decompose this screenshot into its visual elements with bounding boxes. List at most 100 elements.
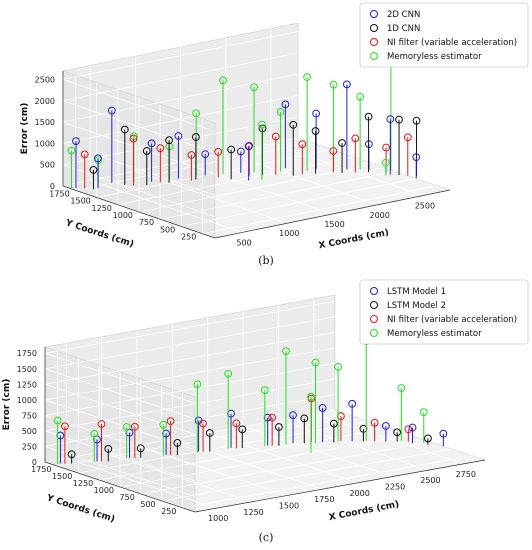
z-axis-label: Error (cm) <box>2 379 12 431</box>
legend-marker <box>370 287 378 295</box>
data-point <box>382 143 390 152</box>
data-point <box>276 108 285 116</box>
z-tick-label: 2500 <box>35 76 55 85</box>
data-point <box>159 420 168 429</box>
data-point <box>404 425 413 434</box>
data-point <box>260 386 269 395</box>
data-point <box>364 112 373 121</box>
legend-marker <box>370 24 378 32</box>
data-point <box>258 120 266 129</box>
data-point <box>67 450 76 459</box>
z-tick-label: 750 <box>22 411 37 420</box>
legend-entry: 1D CNN <box>387 24 420 34</box>
data-point <box>174 132 183 140</box>
data-point <box>205 429 214 437</box>
data-point <box>403 133 412 142</box>
data-point <box>258 124 267 133</box>
chart-panel-b: 5001000150020002500250500750100012501500… <box>20 2 529 267</box>
data-point <box>136 444 145 453</box>
data-point <box>192 133 200 141</box>
data-point <box>238 425 247 434</box>
data-point <box>244 142 253 151</box>
legend-marker <box>370 52 378 60</box>
data-point <box>298 140 307 149</box>
data-point <box>386 115 395 124</box>
chart-panel-c: 1000125015001750200022502500275025050075… <box>2 279 529 544</box>
data-point <box>351 134 360 143</box>
x-tick-label: 2500 <box>420 476 440 485</box>
data-point <box>214 147 223 156</box>
figure-caption: (b) <box>258 254 274 267</box>
legend-entry: NI filter (variable acceleration) <box>387 38 517 48</box>
data-point <box>107 106 116 115</box>
data-point <box>53 416 62 425</box>
legend-entry: 2D CNN <box>387 10 420 20</box>
data-point <box>282 347 290 356</box>
data-point <box>236 147 245 156</box>
data-point <box>307 392 315 401</box>
data-point <box>56 431 65 440</box>
data-point <box>173 439 182 447</box>
y-tick-label: 500 <box>160 225 175 234</box>
x-tick-label: 2250 <box>385 482 405 491</box>
data-point <box>412 116 421 125</box>
data-point <box>395 115 403 124</box>
x-axis-label: X Coords (cm) <box>318 228 390 251</box>
y-tick-label: 1000 <box>94 486 114 495</box>
data-point <box>232 419 241 428</box>
y-tick-label: 750 <box>120 493 135 502</box>
y-tick-label: 1500 <box>52 472 72 481</box>
data-point <box>370 418 379 427</box>
x-tick-label: 1750 <box>314 495 334 504</box>
data-point <box>281 100 290 109</box>
y-axis-label: Y Coords (cm) <box>44 493 116 525</box>
data-point <box>227 409 235 418</box>
legend-marker <box>370 315 378 323</box>
data-point <box>97 420 106 428</box>
z-tick-label: 1500 <box>17 365 37 374</box>
y-axis-label: Y Coords (cm) <box>63 218 135 250</box>
data-point <box>359 424 368 433</box>
data-point <box>342 80 351 89</box>
data-point <box>129 134 138 143</box>
y-axis-line <box>44 461 196 513</box>
data-point <box>348 399 357 408</box>
data-point <box>89 165 98 174</box>
data-point <box>122 423 131 431</box>
data-point <box>337 412 345 421</box>
data-point <box>142 147 151 155</box>
data-point <box>130 422 139 431</box>
y-tick-label: 1500 <box>70 197 90 206</box>
data-point <box>300 414 309 423</box>
data-point <box>165 136 173 145</box>
legend-marker <box>370 38 378 46</box>
x-axis-line <box>194 459 486 513</box>
z-tick-label: 2000 <box>35 97 55 106</box>
data-point <box>329 147 338 155</box>
data-point <box>219 76 227 85</box>
data-point <box>408 423 417 432</box>
data-point <box>381 158 390 167</box>
data-point <box>67 146 76 155</box>
data-point <box>275 423 283 431</box>
z-tick-label: 1000 <box>17 396 37 405</box>
data-point <box>393 428 402 437</box>
data-point <box>120 125 129 134</box>
x-axis-label: X Coords (cm) <box>328 500 400 523</box>
data-point <box>356 92 365 101</box>
y-tick-label: 500 <box>140 500 155 509</box>
data-point <box>94 154 102 163</box>
data-point <box>199 419 207 428</box>
z-tick-label: 500 <box>40 161 55 170</box>
z-tick-label: 0 <box>32 458 37 467</box>
data-point <box>104 445 113 453</box>
data-point <box>162 429 171 438</box>
x-tick-label: 1250 <box>243 508 263 517</box>
legend-marker <box>370 10 378 18</box>
data-point <box>329 419 338 428</box>
figure-caption: (c) <box>259 531 274 544</box>
data-point <box>311 127 320 135</box>
data-point <box>187 151 196 159</box>
data-point <box>271 132 280 141</box>
